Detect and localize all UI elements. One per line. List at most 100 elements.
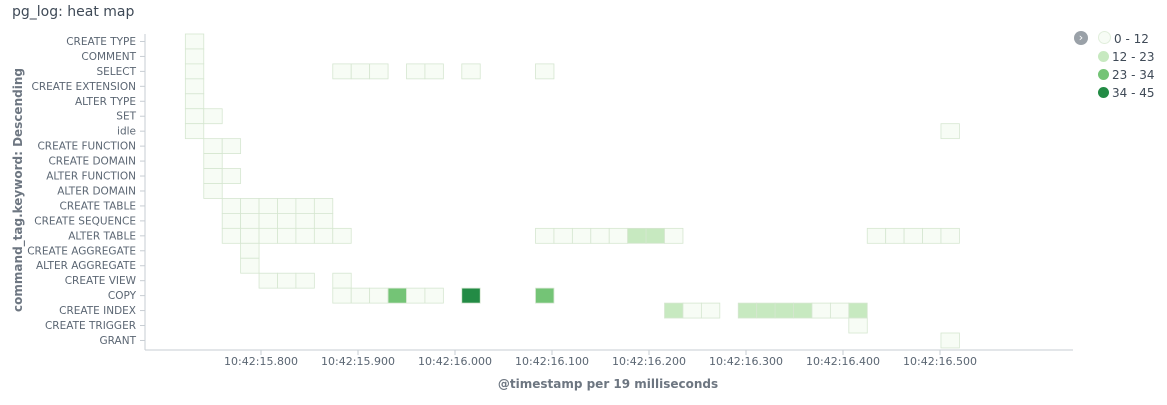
heatmap-cell[interactable]: [240, 198, 260, 214]
heatmap-cell[interactable]: [535, 227, 555, 244]
heatmap-cell[interactable]: [295, 212, 315, 229]
heatmap-cell[interactable]: [793, 302, 813, 319]
heatmap-cell[interactable]: [203, 108, 223, 125]
legend-item[interactable]: 34 - 45: [1098, 84, 1155, 102]
y-tick-label: idle: [117, 126, 136, 138]
heatmap-cell[interactable]: [848, 317, 868, 334]
heatmap-cells: [184, 33, 960, 349]
heatmap-cell[interactable]: [240, 212, 260, 229]
heatmap-cell[interactable]: [461, 287, 481, 304]
y-tick-label: COMMENT: [81, 51, 136, 63]
heatmap-cell[interactable]: [848, 302, 868, 319]
x-tick-label: 10:42:16.400: [806, 355, 880, 368]
heatmap-cell[interactable]: [664, 302, 684, 319]
y-tick-label: SET: [116, 111, 136, 123]
heatmap-cell[interactable]: [184, 48, 205, 65]
heatmap-cell[interactable]: [184, 123, 205, 140]
heatmap-cell[interactable]: [645, 227, 665, 244]
heatmap-cell[interactable]: [277, 272, 297, 289]
heatmap-cell[interactable]: [221, 212, 242, 229]
heatmap-cell[interactable]: [350, 287, 371, 304]
heatmap-cell[interactable]: [627, 227, 647, 244]
legend-item[interactable]: 23 - 34: [1098, 66, 1155, 84]
heatmap-cell[interactable]: [369, 287, 389, 304]
heatmap-cell[interactable]: [203, 183, 223, 199]
heatmap-cell[interactable]: [332, 272, 352, 289]
heatmap-cell[interactable]: [608, 227, 629, 244]
heatmap-cell[interactable]: [922, 227, 942, 244]
heatmap-cell[interactable]: [258, 272, 278, 289]
heatmap-cell[interactable]: [829, 302, 850, 319]
heatmap-cell[interactable]: [258, 212, 278, 229]
heatmap-cell[interactable]: [387, 287, 407, 304]
y-tick-label: CREATE EXTENSION: [32, 81, 136, 93]
legend-label: 23 - 34: [1112, 68, 1155, 82]
x-tick-label: 10:42:16.000: [418, 355, 492, 368]
heatmap-cell[interactable]: [203, 168, 223, 184]
legend-toggle-icon[interactable]: ›: [1074, 31, 1088, 45]
heatmap-cell[interactable]: [221, 168, 242, 184]
heatmap-cell[interactable]: [553, 227, 573, 244]
heatmap-cell[interactable]: [295, 272, 315, 289]
heatmap-cell[interactable]: [369, 63, 389, 80]
heatmap-cell[interactable]: [295, 227, 315, 244]
heatmap-cell[interactable]: [221, 227, 242, 244]
heatmap-cell[interactable]: [332, 63, 352, 80]
heatmap-cell[interactable]: [277, 227, 297, 244]
heatmap-cell[interactable]: [184, 108, 205, 125]
heatmap-cell[interactable]: [737, 302, 758, 319]
heatmap-cell[interactable]: [903, 227, 923, 244]
heatmap-cell[interactable]: [240, 242, 260, 259]
heatmap-cell[interactable]: [332, 227, 352, 244]
heatmap-cell[interactable]: [424, 63, 444, 80]
heatmap-cell[interactable]: [240, 227, 260, 244]
heatmap-cell[interactable]: [258, 198, 278, 214]
heatmap-cell[interactable]: [811, 302, 831, 319]
heatmap-cell[interactable]: [184, 33, 205, 50]
heatmap-cell[interactable]: [535, 63, 555, 80]
heatmap-cell[interactable]: [866, 227, 887, 244]
heatmap-cell[interactable]: [590, 227, 610, 244]
heatmap-cell[interactable]: [885, 227, 905, 244]
heatmap-cell[interactable]: [940, 227, 960, 244]
heatmap-cell[interactable]: [313, 227, 334, 244]
heatmap-cell[interactable]: [406, 63, 426, 80]
heatmap-cell[interactable]: [184, 63, 205, 80]
y-tick-label: ALTER TYPE: [75, 96, 136, 108]
y-tick-label: CREATE SEQUENCE: [34, 215, 136, 227]
heatmap-cell[interactable]: [664, 227, 684, 244]
heatmap-cell[interactable]: [203, 138, 223, 154]
heatmap-cell[interactable]: [756, 302, 776, 319]
heatmap-cell[interactable]: [221, 198, 242, 214]
heatmap-cell[interactable]: [940, 332, 960, 349]
heatmap-cell[interactable]: [203, 153, 223, 169]
heatmap-cell[interactable]: [461, 63, 481, 80]
heatmap-cell[interactable]: [221, 138, 242, 154]
heatmap-cell[interactable]: [184, 93, 205, 110]
heatmap-cell[interactable]: [240, 257, 260, 274]
heatmap-cell[interactable]: [277, 198, 297, 214]
legend-item[interactable]: 0 - 12: [1098, 30, 1149, 48]
legend-item[interactable]: 12 - 23: [1098, 48, 1155, 66]
heatmap-cell[interactable]: [406, 287, 426, 304]
heatmap-cell[interactable]: [184, 78, 205, 95]
heatmap-cell[interactable]: [258, 227, 278, 244]
heatmap-cell[interactable]: [700, 302, 721, 319]
heatmap-cell[interactable]: [313, 198, 334, 214]
heatmap-cell[interactable]: [940, 123, 960, 140]
heatmap-cell[interactable]: [774, 302, 794, 319]
heatmap-cell[interactable]: [350, 63, 371, 80]
x-tick-label: 10:42:16.300: [709, 355, 783, 368]
heatmap-cell[interactable]: [332, 287, 352, 304]
heatmap-cell[interactable]: [295, 198, 315, 214]
legend-swatch: [1098, 31, 1111, 44]
y-tick-label: GRANT: [100, 335, 137, 347]
heatmap-cell[interactable]: [277, 212, 297, 229]
heatmap-cell[interactable]: [313, 212, 334, 229]
y-tick-label: CREATE AGGREGATE: [27, 245, 136, 257]
heatmap-cell[interactable]: [682, 302, 702, 319]
heatmap-cell[interactable]: [571, 227, 592, 244]
heatmap-cell[interactable]: [424, 287, 444, 304]
heatmap-cell[interactable]: [535, 287, 555, 304]
